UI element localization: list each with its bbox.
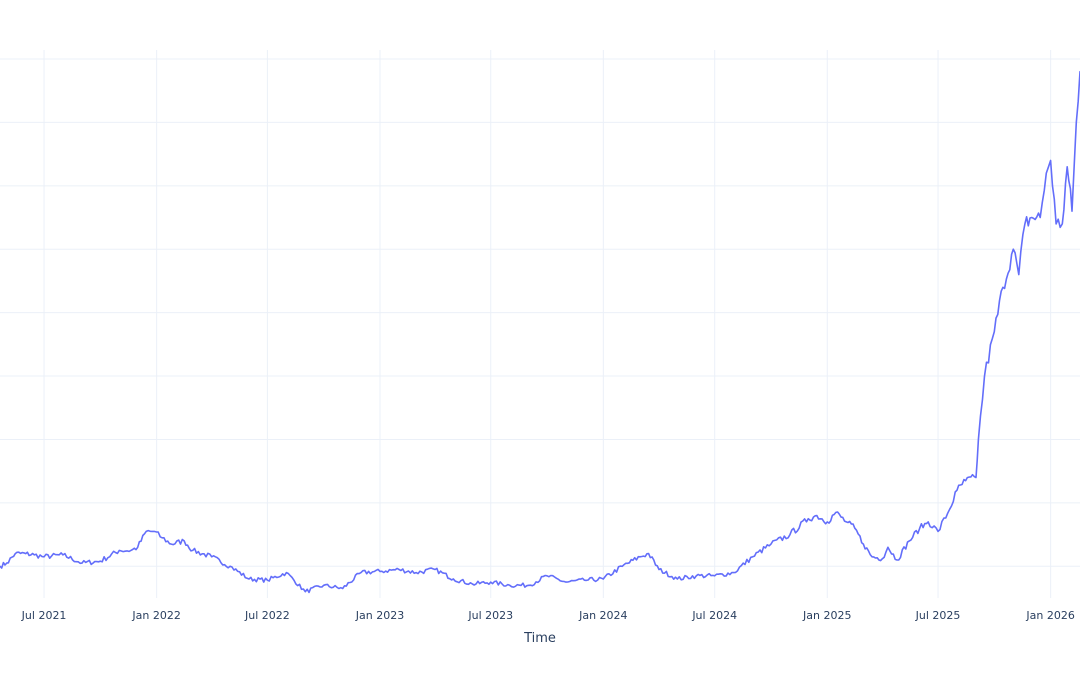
x-tick-label: Jul 2023 [467, 609, 513, 622]
x-axis-title: Time [523, 631, 556, 646]
x-tick-label: Jan 2025 [802, 609, 851, 622]
x-tick-label: Jul 2025 [915, 609, 961, 622]
x-tick-label: Jan 2022 [131, 609, 180, 622]
x-tick-label: Jul 2021 [21, 609, 67, 622]
x-tick-label: Jan 2024 [578, 609, 627, 622]
x-tick-label: Jan 2023 [355, 609, 404, 622]
series-layer [0, 70, 1080, 594]
grid [0, 50, 1080, 598]
series-line [0, 70, 1080, 594]
x-axis-ticks: Jul 2021 Jan 2022 Jul 2022 Jan 2023 Jul 2023… [21, 609, 1075, 622]
x-tick-label: Jan 2026 [1025, 609, 1074, 622]
x-tick-label: Jul 2024 [691, 609, 737, 622]
x-tick-label: Jul 2022 [244, 609, 290, 622]
